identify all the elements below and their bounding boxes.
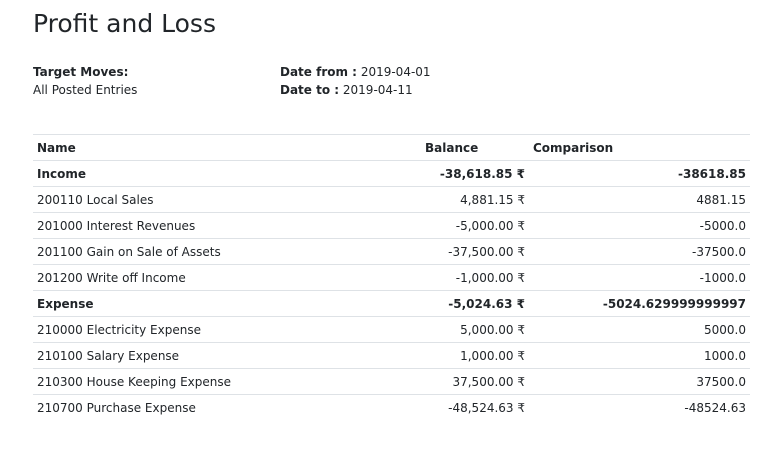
table-row: 201100 Gain on Sale of Assets -37,500.00… (33, 238, 750, 265)
row-balance: -5,024.63 ₹ (421, 290, 529, 317)
row-name: 210300 House Keeping Expense (33, 368, 421, 395)
date-to-label: Date to : (280, 83, 340, 97)
row-balance: -37,500.00 ₹ (421, 238, 529, 265)
row-name: 200110 Local Sales (33, 186, 421, 213)
row-balance: -1,000.00 ₹ (421, 264, 529, 291)
table-row: 210100 Salary Expense 1,000.00 ₹ 1000.0 (33, 342, 750, 369)
row-comparison: 37500.0 (529, 368, 750, 395)
row-name: 201000 Interest Revenues (33, 212, 421, 239)
target-moves-label: Target Moves: (33, 65, 129, 79)
date-to-line: Date to : 2019-04-11 (280, 81, 431, 99)
table-row: 200110 Local Sales 4,881.15 ₹ 4881.15 (33, 186, 750, 213)
table-header-row: Name Balance Comparison (33, 134, 750, 161)
row-comparison: -1000.0 (529, 264, 750, 291)
table-row-expense: Expense -5,024.63 ₹ -5024.629999999997 (33, 290, 750, 317)
row-comparison: -5000.0 (529, 212, 750, 239)
table-row: 210700 Purchase Expense -48,524.63 ₹ -48… (33, 394, 750, 421)
name-column-header: Name (33, 134, 421, 161)
row-comparison: -38618.85 (529, 160, 750, 187)
row-balance: 4,881.15 ₹ (421, 186, 529, 213)
row-balance: 1,000.00 ₹ (421, 342, 529, 369)
row-comparison: -37500.0 (529, 238, 750, 265)
row-balance: 37,500.00 ₹ (421, 368, 529, 395)
date-from-line: Date from : 2019-04-01 (280, 63, 431, 81)
row-name: 210000 Electricity Expense (33, 316, 421, 343)
row-balance: -48,524.63 ₹ (421, 394, 529, 421)
table-row: 210000 Electricity Expense 5,000.00 ₹ 50… (33, 316, 750, 343)
table-row-income: Income -38,618.85 ₹ -38618.85 (33, 160, 750, 187)
row-name: 210700 Purchase Expense (33, 394, 421, 421)
profit-loss-table: Name Balance Comparison Income -38,618.8… (33, 134, 750, 421)
table-row: 201200 Write off Income -1,000.00 ₹ -100… (33, 264, 750, 291)
row-comparison: -5024.629999999997 (529, 290, 750, 317)
target-moves-block: Target Moves: All Posted Entries (33, 63, 137, 99)
date-to-value: 2019-04-11 (342, 83, 413, 97)
row-comparison: -48524.63 (529, 394, 750, 421)
date-range-block: Date from : 2019-04-01 Date to : 2019-04… (280, 63, 431, 99)
comparison-column-header: Comparison (529, 134, 750, 161)
row-name: Expense (33, 290, 421, 317)
row-comparison: 4881.15 (529, 186, 750, 213)
table-row: 210300 House Keeping Expense 37,500.00 ₹… (33, 368, 750, 395)
row-comparison: 5000.0 (529, 316, 750, 343)
row-name: Income (33, 160, 421, 187)
date-from-value: 2019-04-01 (360, 65, 431, 79)
row-comparison: 1000.0 (529, 342, 750, 369)
row-balance: -5,000.00 ₹ (421, 212, 529, 239)
row-name: 201200 Write off Income (33, 264, 421, 291)
date-from-label: Date from : (280, 65, 357, 79)
row-name: 210100 Salary Expense (33, 342, 421, 369)
target-moves-value: All Posted Entries (33, 83, 138, 97)
row-name: 201100 Gain on Sale of Assets (33, 238, 421, 265)
row-balance: -38,618.85 ₹ (421, 160, 529, 187)
balance-column-header: Balance (421, 134, 529, 161)
table-row: 201000 Interest Revenues -5,000.00 ₹ -50… (33, 212, 750, 239)
row-balance: 5,000.00 ₹ (421, 316, 529, 343)
page-title: Profit and Loss (33, 9, 216, 38)
